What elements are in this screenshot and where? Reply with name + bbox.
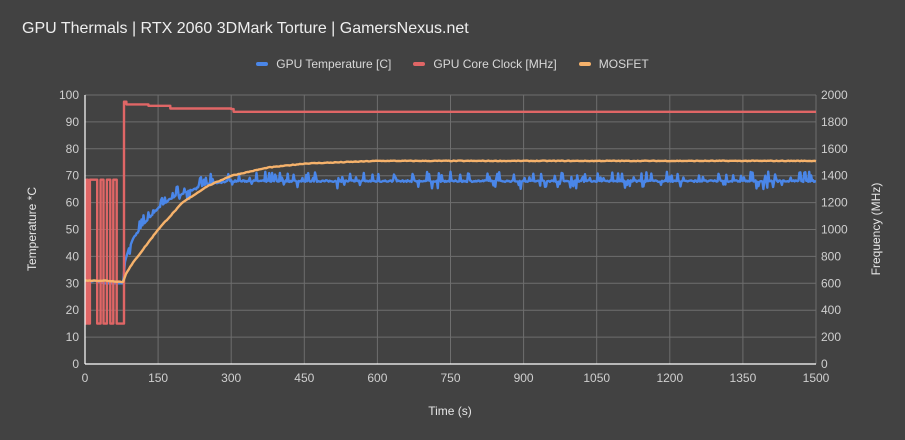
y-tick-label: 50 xyxy=(66,223,80,237)
legend-label: GPU Temperature [C] xyxy=(276,57,392,71)
x-tick-label: 750 xyxy=(440,371,460,385)
y-tick-label: 90 xyxy=(66,115,80,129)
x-tick-label: 1350 xyxy=(730,371,757,385)
x-tick-label: 300 xyxy=(221,371,241,385)
y2-tick-label: 600 xyxy=(821,276,841,290)
y-axis-title: Temperature *C xyxy=(25,187,39,271)
legend-label: GPU Core Clock [MHz] xyxy=(433,57,557,71)
y2-tick-label: 1000 xyxy=(821,223,848,237)
y2-tick-label: 1600 xyxy=(821,142,848,156)
y-tick-label: 80 xyxy=(66,142,80,156)
y-tick-label: 70 xyxy=(66,169,80,183)
axes xyxy=(84,95,816,365)
chart-title: GPU Thermals | RTX 2060 3DMark Torture |… xyxy=(22,20,469,37)
series-lines xyxy=(84,100,817,325)
series-line-gpu-core-clock-mhz xyxy=(85,100,816,325)
legend-label: MOSFET xyxy=(598,57,649,71)
legend-swatch-icon xyxy=(413,62,426,66)
legend-swatch-icon xyxy=(578,62,591,66)
y2-tick-label: 1200 xyxy=(821,196,848,210)
x-tick-label: 1050 xyxy=(583,371,610,385)
legend-item-mosfet[interactable]: MOSFET xyxy=(578,57,649,71)
legend: GPU Temperature [C] GPU Core Clock [MHz]… xyxy=(0,57,905,71)
x-tick-label: 150 xyxy=(148,371,168,385)
y2-tick-label: 1800 xyxy=(821,115,848,129)
y-tick-label: 0 xyxy=(72,357,79,371)
y2-axis-title: Frequency (MHz) xyxy=(869,183,883,276)
y-tick-label: 60 xyxy=(66,196,80,210)
x-tick-label: 900 xyxy=(514,371,534,385)
y2-tick-label: 400 xyxy=(821,303,841,317)
legend-swatch-icon xyxy=(256,62,269,66)
x-tick-label: 1200 xyxy=(656,371,683,385)
x-tick-label: 0 xyxy=(82,371,89,385)
legend-item-gpu-temperature[interactable]: GPU Temperature [C] xyxy=(256,57,391,71)
y-tick-label: 20 xyxy=(66,303,80,317)
x-axis-title: Time (s) xyxy=(428,404,472,418)
x-tick-label: 1500 xyxy=(803,371,830,385)
y-tick-label: 10 xyxy=(66,330,80,344)
y2-tick-label: 2000 xyxy=(821,88,848,102)
y-tick-label: 30 xyxy=(66,276,80,290)
y-tick-label: 100 xyxy=(59,88,79,102)
x-tick-label: 450 xyxy=(294,371,314,385)
series-line-mosfet xyxy=(85,159,817,284)
y2-tick-label: 0 xyxy=(821,357,828,371)
series-line-gpu-temperature-c xyxy=(84,170,817,285)
y2-tick-label: 1400 xyxy=(821,169,848,183)
grid-lines xyxy=(85,94,817,364)
legend-item-gpu-core-clock[interactable]: GPU Core Clock [MHz] xyxy=(413,57,557,71)
y2-tick-label: 800 xyxy=(821,249,841,263)
y-tick-label: 40 xyxy=(66,249,80,263)
y2-tick-label: 200 xyxy=(821,330,841,344)
tick-labels: 0102030405060708090100020040060080010001… xyxy=(59,88,848,385)
x-tick-label: 600 xyxy=(367,371,387,385)
